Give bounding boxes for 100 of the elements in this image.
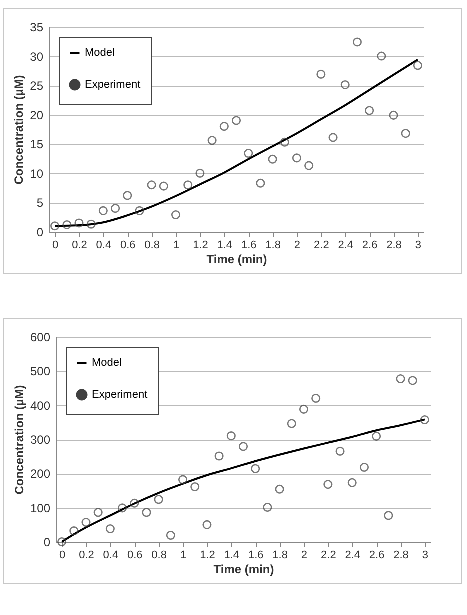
point — [268, 154, 278, 164]
x-tick-label: 3 — [415, 240, 422, 252]
point — [98, 206, 108, 216]
point — [251, 464, 260, 474]
y-tick-label: 0 — [36, 226, 44, 240]
x-axis-title: Time (min) — [214, 562, 274, 576]
point — [377, 52, 386, 61]
x-tick-label: 2.2 — [321, 550, 336, 562]
x-tick-label: 0 — [52, 240, 59, 252]
x-tick-label: 2.4 — [338, 240, 354, 252]
point — [171, 210, 181, 220]
x-tick-label: 0.8 — [152, 550, 167, 562]
point — [365, 106, 374, 116]
point — [226, 432, 236, 441]
y-tick-label: 200 — [30, 467, 51, 482]
legend-label: Model — [92, 357, 122, 369]
y-tick-label: 20 — [30, 108, 44, 122]
point — [238, 442, 248, 452]
point — [408, 376, 418, 386]
point — [280, 138, 290, 147]
x-tick-label: 1.6 — [248, 550, 264, 562]
point — [292, 154, 302, 163]
x-tick-label: 0.4 — [103, 550, 119, 562]
x-tick-label: 0.6 — [120, 240, 136, 252]
y-tick-label: 500 — [30, 364, 51, 379]
x-tick-label: 1.8 — [266, 240, 281, 252]
x-tick-label: 2.8 — [394, 550, 409, 562]
y-tick-label: 35 — [30, 20, 44, 34]
point — [389, 110, 398, 120]
point — [208, 136, 217, 146]
point — [299, 404, 309, 414]
point — [154, 495, 164, 504]
point — [214, 452, 224, 461]
x-tick-label: 1 — [173, 240, 180, 252]
point — [287, 419, 296, 428]
point — [123, 191, 132, 200]
point — [256, 178, 266, 188]
y-tick-label: 600 — [30, 330, 51, 344]
point — [348, 478, 357, 488]
x-tick-label: 1.2 — [200, 550, 216, 562]
point — [304, 161, 314, 170]
x-tick-label: 2 — [294, 240, 301, 252]
point — [166, 530, 176, 540]
x-tick-label: 2.4 — [345, 550, 361, 562]
x-tick-label: 1.4 — [224, 550, 240, 562]
line-series — [54, 58, 419, 228]
point — [263, 502, 272, 512]
point — [50, 222, 60, 231]
point — [232, 116, 242, 126]
point — [118, 504, 128, 513]
point — [244, 149, 254, 158]
point — [106, 524, 115, 534]
x-tick-label: 1.4 — [217, 240, 233, 252]
point — [190, 482, 200, 492]
line-series — [61, 418, 426, 543]
legend-label: Model — [85, 47, 115, 59]
point — [82, 518, 91, 528]
point — [316, 70, 326, 79]
point — [420, 416, 430, 425]
x-tick-label: 2.6 — [369, 550, 385, 562]
y-tick-label: 100 — [30, 501, 51, 516]
point — [312, 394, 321, 404]
y-tick-label: 300 — [30, 433, 51, 447]
point — [86, 220, 96, 229]
point — [111, 204, 120, 214]
point — [413, 61, 422, 70]
point — [130, 498, 140, 508]
point — [196, 168, 205, 178]
point — [384, 511, 394, 520]
point — [62, 220, 72, 230]
x-tick-label: 2.6 — [362, 240, 378, 252]
x-tick-label: 3 — [422, 550, 429, 562]
y-tick-label: 10 — [30, 166, 44, 181]
point — [159, 182, 168, 191]
y-tick-label: 15 — [30, 138, 44, 152]
point — [147, 180, 156, 190]
point — [352, 38, 362, 47]
y-tick-label: 5 — [36, 196, 44, 210]
x-tick-label: 0.8 — [144, 240, 160, 252]
point — [202, 520, 212, 530]
x-tick-label: 0.2 — [72, 240, 88, 252]
y-axis-title: Concentration (µM) — [12, 385, 26, 495]
x-axis-title: Time (min) — [206, 252, 268, 266]
point — [328, 133, 338, 142]
point — [372, 432, 382, 441]
x-tick-label: 1.2 — [193, 240, 208, 252]
point — [58, 537, 67, 547]
y-axis-title: Concentration (µM) — [12, 75, 26, 185]
point — [178, 475, 188, 484]
x-tick-label: 2.8 — [386, 240, 402, 252]
x-tick-label: 1.8 — [272, 550, 288, 562]
point — [396, 374, 406, 384]
point — [336, 446, 345, 456]
x-tick-label: 1.6 — [241, 240, 257, 252]
point — [135, 206, 144, 216]
y-tick-label: 400 — [30, 398, 51, 413]
x-tick-label: 0.2 — [79, 550, 94, 562]
point — [324, 480, 333, 490]
x-tick-label: 1 — [180, 550, 187, 562]
point — [142, 508, 152, 518]
